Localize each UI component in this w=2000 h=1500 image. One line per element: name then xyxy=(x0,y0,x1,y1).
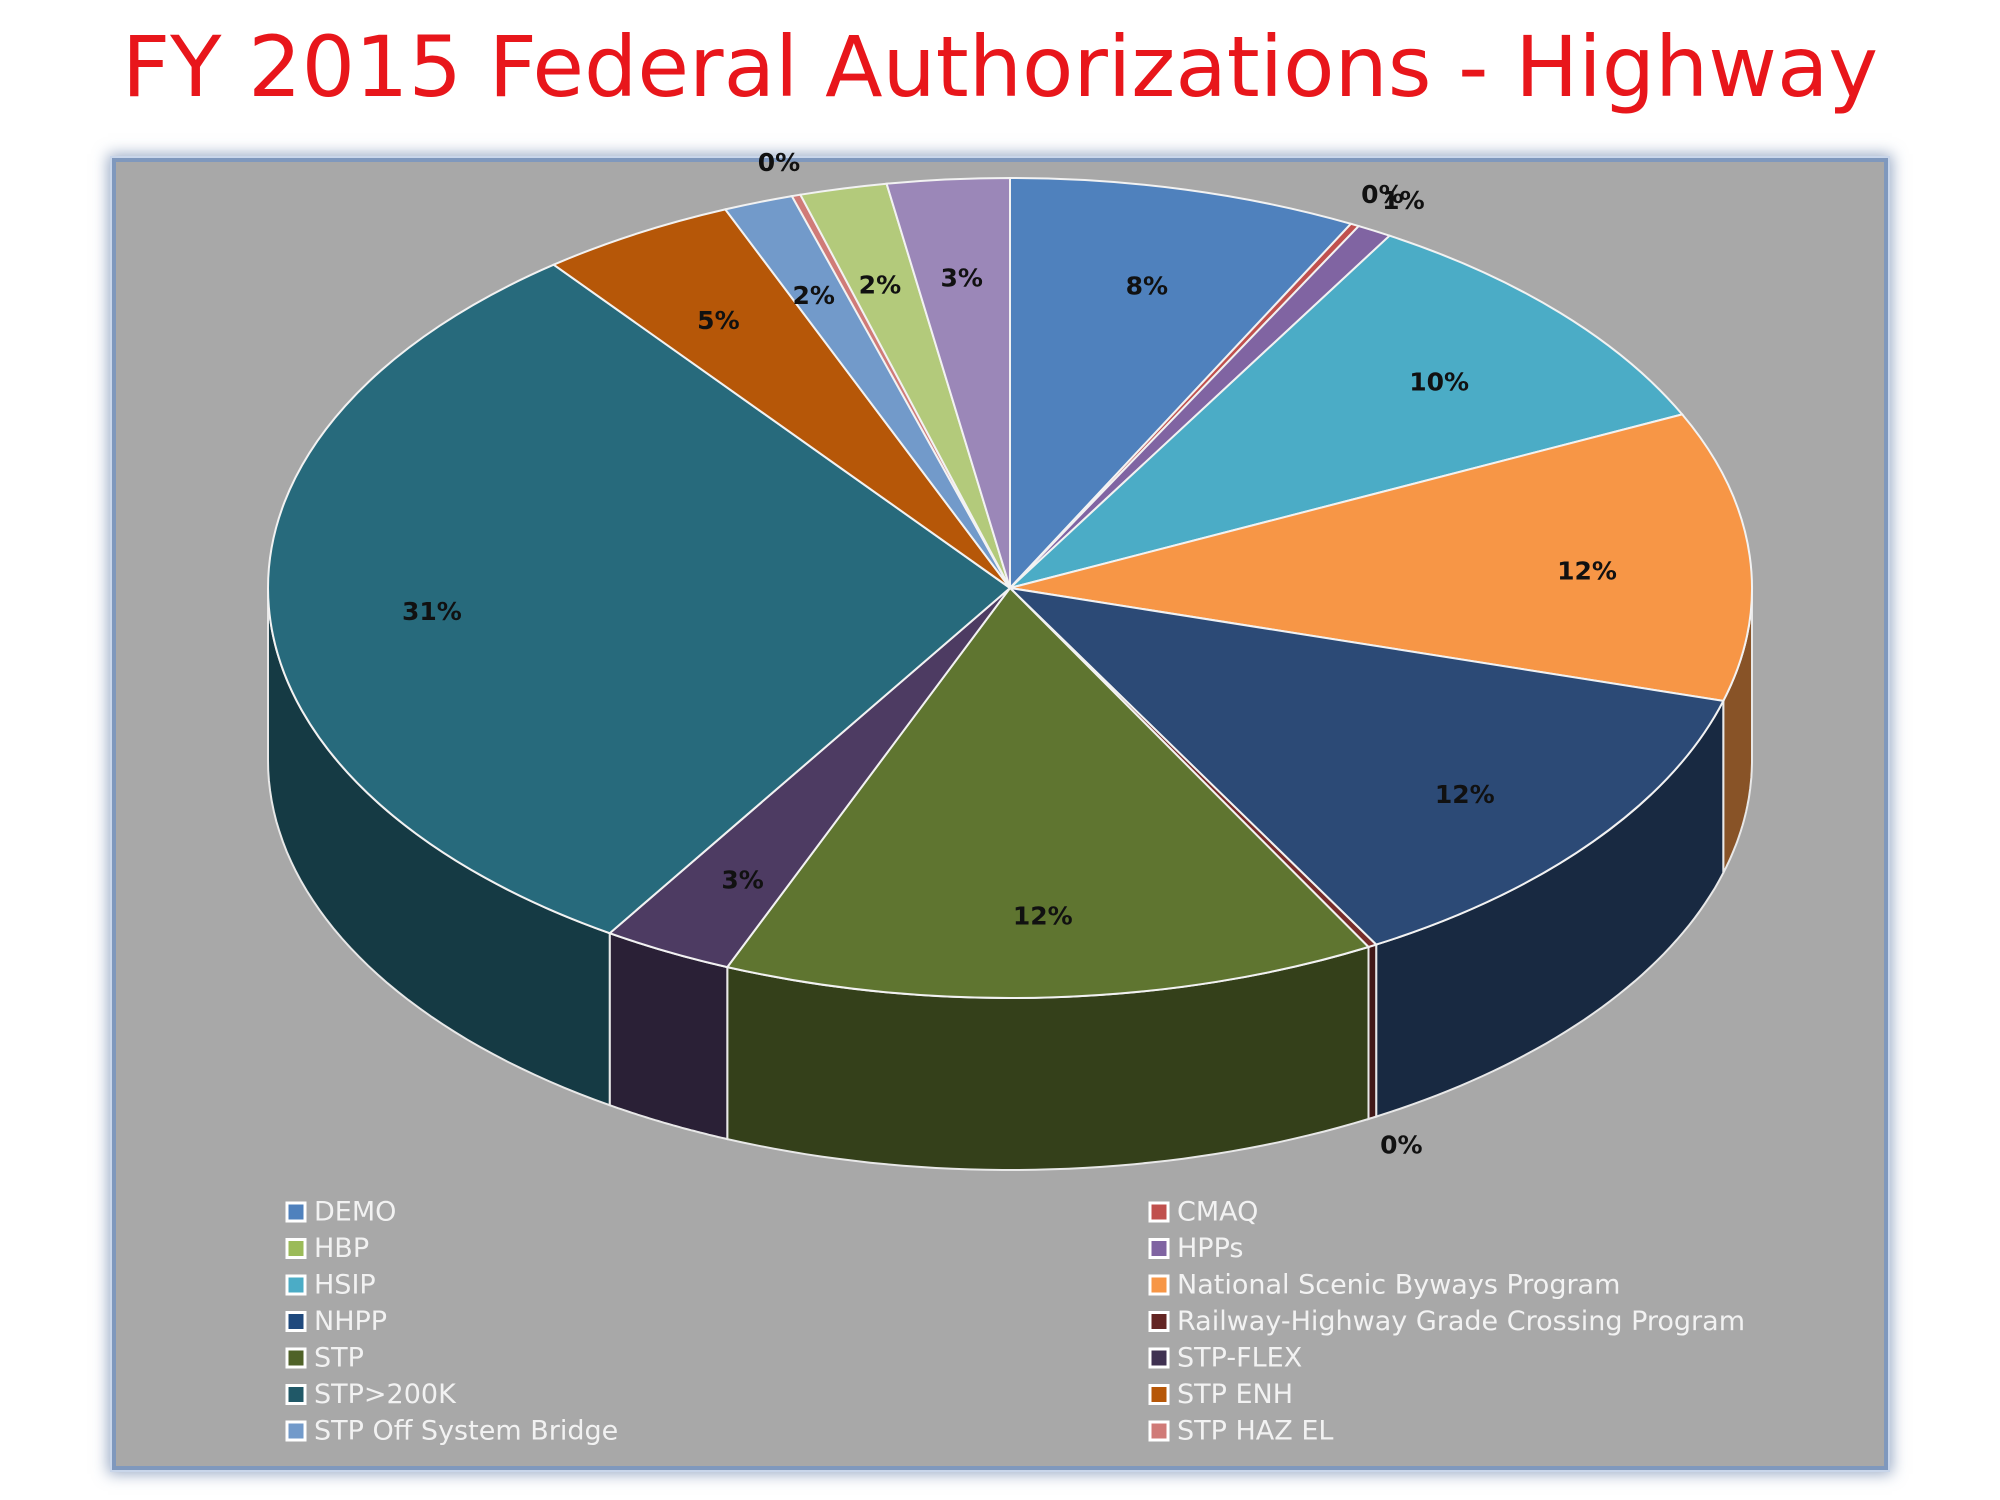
legend-label-0-3[interactable]: NHPP xyxy=(314,1306,387,1337)
legend-label-1-2[interactable]: National Scenic Byways Program xyxy=(1177,1270,1620,1301)
legend-swatch-0-4 xyxy=(285,1347,307,1369)
legend-swatch-0-2 xyxy=(285,1274,307,1296)
legend-swatch-1-6 xyxy=(1148,1420,1170,1442)
legend-label-1-5[interactable]: STP ENH xyxy=(1177,1379,1293,1410)
legend-label-0-6[interactable]: STP Off System Bridge xyxy=(314,1416,618,1447)
legend-label-1-0[interactable]: CMAQ xyxy=(1177,1197,1258,1228)
legend-swatch-1-4 xyxy=(1148,1347,1170,1369)
pie-slice-5[interactable] xyxy=(1007,586,1725,946)
legend-swatch-0-0 xyxy=(285,1201,307,1223)
legend-swatch-1-2 xyxy=(1148,1274,1170,1296)
legend-label-0-1[interactable]: HBP xyxy=(314,1233,369,1264)
data-label-2: 1% xyxy=(1382,186,1424,215)
pie-slice-7[interactable] xyxy=(725,586,1371,1000)
data-label-14: 3% xyxy=(940,263,982,292)
pie-slice-3[interactable] xyxy=(1009,234,1684,589)
legend-label-0-0[interactable]: DEMO xyxy=(314,1197,396,1228)
data-label-0: 8% xyxy=(1126,271,1168,300)
pie-slice-0[interactable] xyxy=(1009,176,1353,591)
pie-slice-10[interactable] xyxy=(551,208,1011,589)
legend-swatch-1-3 xyxy=(1148,1311,1170,1332)
data-label-3: 10% xyxy=(1409,367,1469,396)
legend-label-1-4[interactable]: STP-FLEX xyxy=(1177,1343,1302,1374)
legend-swatch-1-1 xyxy=(1148,1238,1170,1259)
data-label-5: 12% xyxy=(1435,780,1495,809)
data-label-10: 5% xyxy=(697,306,739,335)
legend-label-0-5[interactable]: STP>200K xyxy=(314,1379,457,1410)
data-label-8: 3% xyxy=(721,866,763,895)
legend-swatch-0-3 xyxy=(285,1311,307,1332)
legend-swatch-0-6 xyxy=(285,1420,307,1442)
data-label-11: 2% xyxy=(792,281,834,310)
pie-slice-9[interactable] xyxy=(267,263,1012,935)
data-label-4: 12% xyxy=(1557,557,1617,586)
data-label-1: 0% xyxy=(1361,180,1403,209)
pie-side-6 xyxy=(1367,943,1378,1121)
pie-slice-14[interactable] xyxy=(885,176,1011,589)
legend-label-1-6[interactable]: STP HAZ EL xyxy=(1177,1416,1333,1447)
legend-swatch-1-0 xyxy=(1148,1201,1170,1223)
chart-title: FY 2015 Federal Authorizations - Highway xyxy=(121,18,1879,116)
legend-label-0-2[interactable]: HSIP xyxy=(314,1270,376,1301)
legend-label-1-1[interactable]: HPPs xyxy=(1177,1233,1243,1264)
pie-side-8 xyxy=(608,931,729,1141)
data-label-9: 31% xyxy=(402,597,462,626)
data-label-6: 0% xyxy=(1380,1130,1422,1159)
legend-swatch-1-5 xyxy=(1148,1384,1170,1405)
data-label-13: 2% xyxy=(859,270,901,299)
legend-swatch-0-1 xyxy=(285,1238,307,1259)
legend-label-0-4[interactable]: STP xyxy=(314,1343,364,1374)
pie-slice-4[interactable] xyxy=(1009,413,1753,703)
legend-swatch-0-5 xyxy=(285,1384,307,1405)
data-label-12: 0% xyxy=(758,148,800,177)
legend-label-1-3[interactable]: Railway-Highway Grade Crossing Program xyxy=(1177,1306,1745,1337)
data-label-7: 12% xyxy=(1013,901,1073,930)
